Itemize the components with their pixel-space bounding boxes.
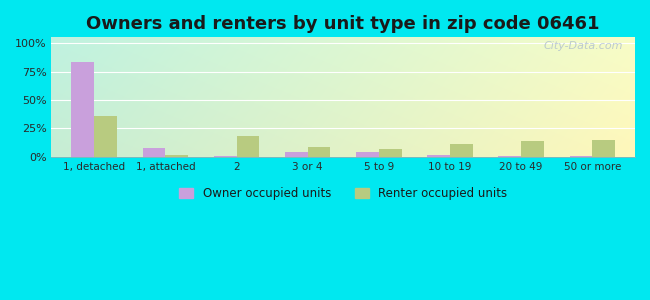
Bar [237, 136, 259, 157]
Bar [450, 144, 473, 157]
Text: City-Data.com: City-Data.com [544, 41, 623, 51]
Bar [94, 116, 117, 157]
Bar [592, 140, 615, 157]
Bar [427, 155, 450, 157]
Bar [356, 152, 379, 157]
Bar [569, 156, 592, 157]
Bar [521, 141, 544, 157]
Bar [72, 62, 94, 157]
Bar [285, 152, 307, 157]
Bar [165, 155, 188, 157]
Bar [142, 148, 165, 157]
Legend: Owner occupied units, Renter occupied units: Owner occupied units, Renter occupied un… [174, 182, 512, 205]
Bar [214, 156, 237, 157]
Bar [307, 147, 330, 157]
Title: Owners and renters by unit type in zip code 06461: Owners and renters by unit type in zip c… [86, 15, 600, 33]
Bar [499, 156, 521, 157]
Bar [379, 149, 402, 157]
